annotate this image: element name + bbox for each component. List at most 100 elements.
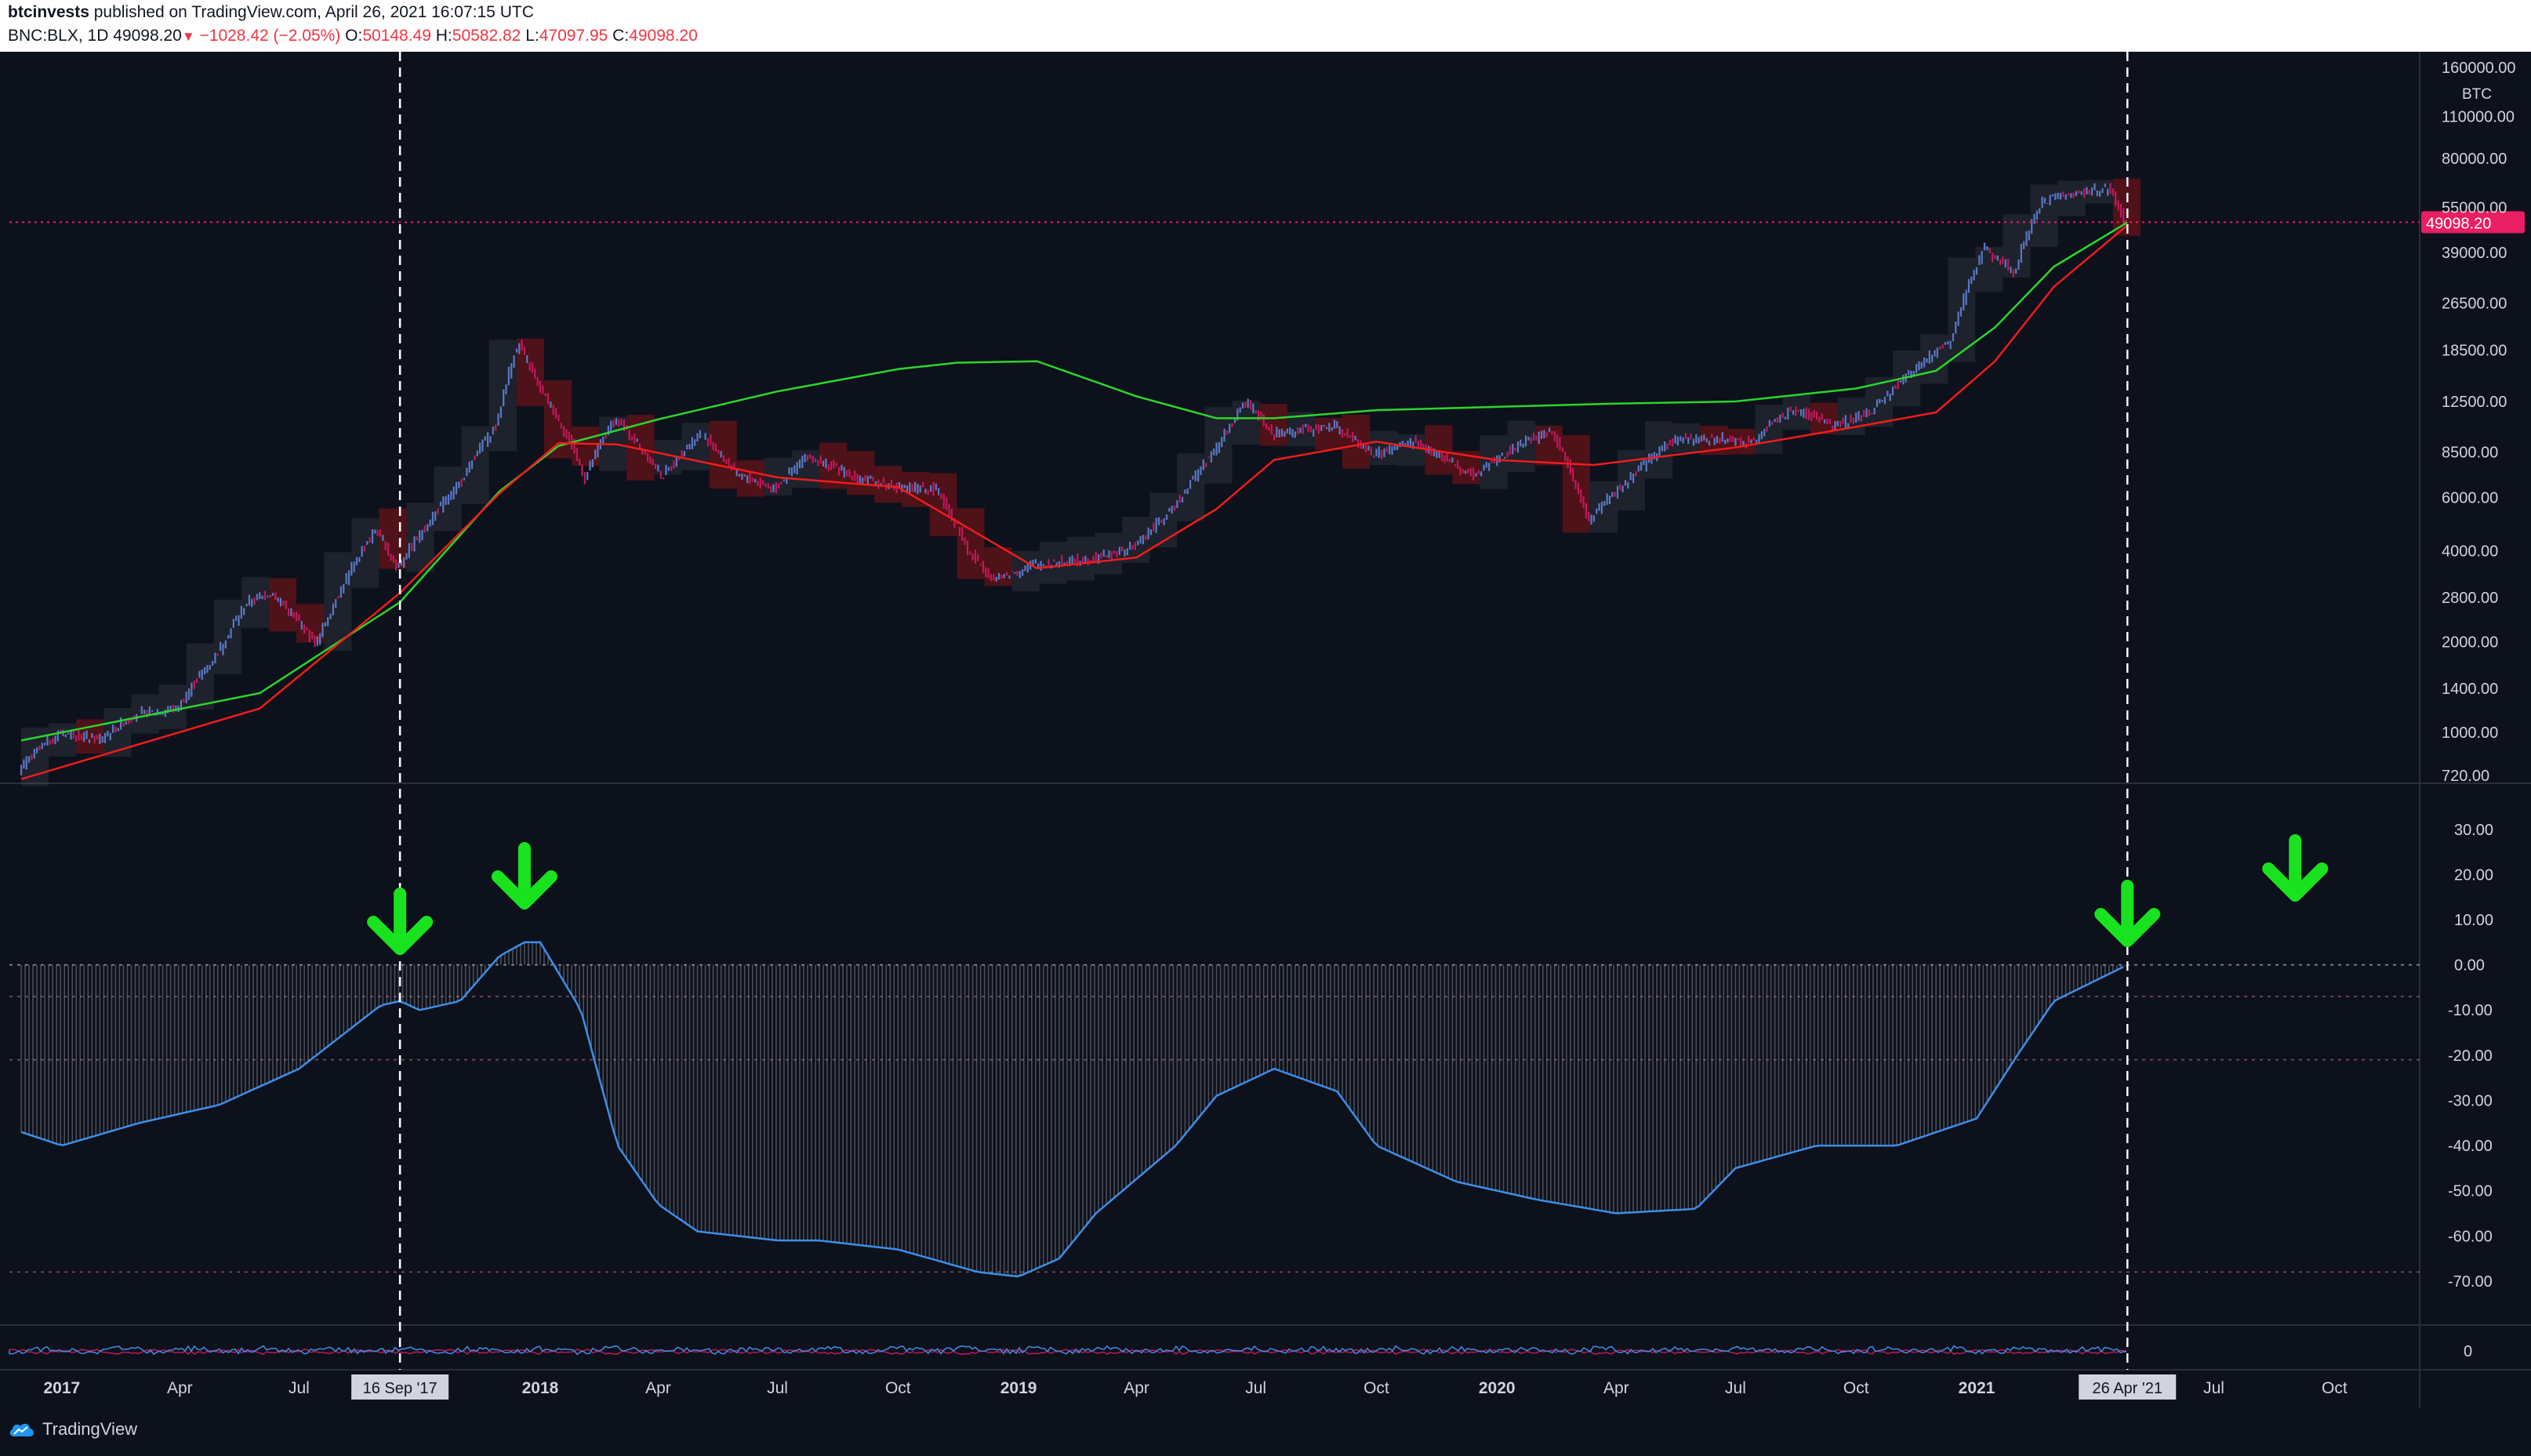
time-tick-label: 2018: [522, 1379, 559, 1397]
time-tick-label: 2019: [1000, 1379, 1037, 1397]
arrow-head: [2094, 908, 2161, 947]
range-box: [1314, 417, 1342, 450]
range-box: [2057, 180, 2086, 216]
close-value: 49098.20: [629, 27, 698, 45]
range-box: [957, 508, 985, 579]
osc-tick-label: 0.00: [2454, 957, 2485, 975]
volume-oscillator-panel: 0: [9, 1343, 2472, 1360]
range-box: [2003, 214, 2031, 278]
volume-osc-tick-label: 0: [2464, 1343, 2472, 1360]
last-price-tag: [2421, 211, 2525, 234]
range-box: [324, 552, 352, 652]
time-marker-tag: [2079, 1374, 2177, 1400]
time-tick-label: Oct: [2322, 1379, 2348, 1397]
range-box: [1755, 405, 1783, 454]
last-price-tag-label: 49098.20: [2426, 215, 2491, 232]
tradingview-label: TradingView: [42, 1419, 138, 1439]
price-tick-label: 4000.00: [2442, 543, 2498, 560]
high-label: H:: [435, 27, 452, 45]
time-tick-label: Jul: [2203, 1379, 2224, 1397]
down-arrow-icon: [367, 888, 434, 955]
low-value: 47097.95: [539, 27, 608, 45]
time-tick-label: Jul: [289, 1379, 310, 1397]
chart-canvas[interactable]: 49098.20 160000.00 110000.00 80000.00 55000.…: [0, 52, 2531, 1407]
price-tick-label: 1400.00: [2442, 681, 2498, 698]
range-box: [516, 338, 544, 406]
price-tick-label: 2000.00: [2442, 634, 2498, 651]
price-tick-label: 39000.00: [2442, 245, 2507, 262]
osc-tick-label: 20.00: [2454, 866, 2493, 884]
tradingview-logo[interactable]: TradingView: [8, 1419, 137, 1440]
overlay-annotations: [367, 52, 2329, 1370]
range-box: [1342, 414, 1371, 469]
author-name[interactable]: btcinvests: [8, 3, 89, 21]
price-tick-label: 8500.00: [2442, 444, 2498, 461]
time-tick-label: Oct: [1843, 1379, 1869, 1397]
time-tick-label: 2017: [44, 1379, 81, 1397]
range-box: [1810, 402, 1838, 435]
price-tick-label: 2800.00: [2442, 590, 2498, 607]
price-tick-label: 12500.00: [2442, 394, 2507, 411]
price-tick-label: 6000.00: [2442, 490, 2498, 507]
arrow-head: [2262, 862, 2329, 902]
range-box: [1039, 541, 1067, 584]
time-tick-label: 2020: [1479, 1379, 1516, 1397]
down-arrow-icon: [2094, 880, 2161, 947]
down-arrow-icon: [491, 842, 557, 910]
price-tick-label: 80000.00: [2442, 151, 2507, 168]
open-value: 50148.49: [362, 27, 431, 45]
time-tick-label: Jul: [1245, 1379, 1266, 1397]
osc-tick-label: -30.00: [2448, 1092, 2493, 1109]
time-marker-label: 16 Sep '17: [363, 1380, 438, 1397]
volume-osc-line-a: [9, 1345, 2127, 1356]
price-tick-label: 1000.00: [2442, 724, 2498, 742]
last-price: 49098.20: [113, 27, 182, 45]
price-tick-label: 26500.00: [2442, 295, 2507, 312]
osc-tick-label: 30.00: [2454, 822, 2493, 839]
osc-tick-label: -50.00: [2448, 1183, 2493, 1200]
osc-tick-label: -10.00: [2448, 1002, 2493, 1019]
osc-tick-label: -70.00: [2448, 1273, 2493, 1291]
publish-text: published on TradingView.com, April 26, …: [93, 3, 534, 21]
time-tick-label: Apr: [1603, 1379, 1629, 1397]
time-tick-label: Oct: [885, 1379, 911, 1397]
arrow-head: [367, 916, 434, 955]
range-box: [709, 420, 737, 489]
osc-tick-label: -40.00: [2448, 1138, 2493, 1155]
publish-info: btcinvests published on TradingView.com,…: [8, 3, 534, 22]
down-arrow-icon: [2262, 834, 2329, 902]
price-change: −1028.42 (−2.05%): [199, 27, 341, 45]
price-tick-label: 110000.00: [2442, 109, 2515, 126]
time-axis: 2017 Apr Jul 16 Sep '17 2018 Apr Jul Oct 2019 Apr…: [44, 1374, 2348, 1400]
time-tick-label: Apr: [167, 1379, 193, 1397]
oscillator-line: [20, 941, 2124, 1278]
price-panel: 49098.20 160000.00 110000.00 80000.00 55000.…: [9, 60, 2525, 786]
range-box: [1370, 430, 1398, 466]
time-marker-tag: [351, 1374, 449, 1400]
chart-header: btcinvests published on TradingView.com,…: [0, 0, 2531, 52]
osc-tick-label: 10.00: [2454, 912, 2493, 929]
arrow-head: [491, 870, 557, 910]
time-tick-label: Jul: [1725, 1379, 1746, 1397]
oscillator-panel: 30.00 20.00 10.00 0.00 -10.00 -20.00 -30.00 -40…: [9, 822, 2493, 1291]
cloud-icon: [9, 1423, 34, 1436]
currency-label: BTC: [2462, 86, 2492, 103]
price-tick-label: 720.00: [2442, 768, 2489, 785]
footer: [0, 1407, 2531, 1456]
time-tick-label: Apr: [645, 1379, 671, 1397]
down-triangle-icon: ▼: [181, 29, 195, 44]
time-tick-label: Apr: [1124, 1379, 1149, 1397]
range-box: [1066, 536, 1095, 581]
price-tick-label: 55000.00: [2442, 199, 2507, 216]
range-box: [984, 546, 1012, 586]
open-label: O:: [345, 27, 363, 45]
range-box: [1975, 247, 2003, 292]
time-tick-label: Oct: [1364, 1379, 1389, 1397]
time-tick-label: Jul: [767, 1379, 788, 1397]
symbol-label[interactable]: BNC:BLX, 1D: [8, 27, 109, 45]
range-box: [1589, 481, 1618, 533]
time-marker-label: 26 Apr '21: [2093, 1380, 2162, 1397]
range-box: [351, 517, 379, 588]
low-label: L:: [525, 27, 539, 45]
time-tick-label: 2021: [1959, 1379, 1995, 1397]
